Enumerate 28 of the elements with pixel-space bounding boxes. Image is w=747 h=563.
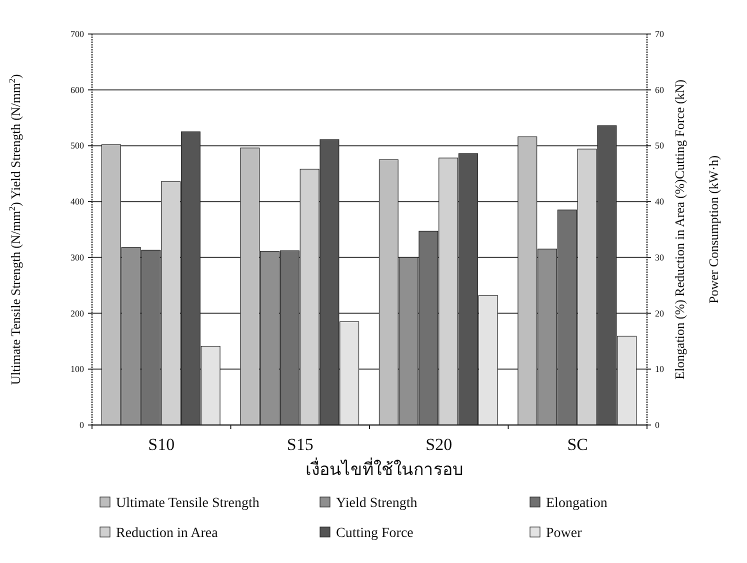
y2-tick-label: 10 (655, 364, 664, 374)
x-tick-label: S20 (426, 435, 452, 454)
legend-label: Cutting Force (336, 526, 414, 541)
x-axis-title: เงื่อนไขที่ใช้ในการอบ (306, 457, 464, 479)
y2-tick-label: 50 (655, 140, 664, 151)
y-tick-label: 600 (70, 84, 84, 95)
legend-label: Elongation (546, 496, 608, 511)
y2-tick-label: 70 (655, 29, 664, 39)
x-tick-label: S15 (286, 435, 314, 454)
text: Elongation (%) Reduction in Area (%)Cutting Force (kN) Power Consumption (kW·h) (672, 79, 721, 380)
y-tick-label: 100 (70, 364, 84, 374)
y-tick-label: 500 (70, 140, 84, 151)
y2-tick-label: 0 (655, 420, 660, 430)
x-tick-label: SC (567, 435, 588, 454)
y-tick-label: 400 (70, 196, 84, 207)
y2-tick-label: 60 (655, 84, 664, 95)
y-tick-label: 0 (80, 420, 84, 430)
y-tick-label: 300 (70, 252, 84, 262)
legend-label: Ultimate Tensile Strength (116, 496, 260, 511)
y-tick-label: 200 (70, 308, 84, 318)
x-tick-label: S10 (148, 435, 175, 454)
y2-tick-label: 30 (655, 252, 664, 262)
legend-label: Reduction in Area (116, 526, 219, 541)
legend-label: Yield Strength (336, 496, 418, 511)
y2-tick-label: 20 (655, 308, 664, 318)
legend-label: Power (546, 526, 582, 541)
y2-tick-label: 40 (655, 196, 664, 207)
y-tick-label: 700 (70, 29, 84, 39)
